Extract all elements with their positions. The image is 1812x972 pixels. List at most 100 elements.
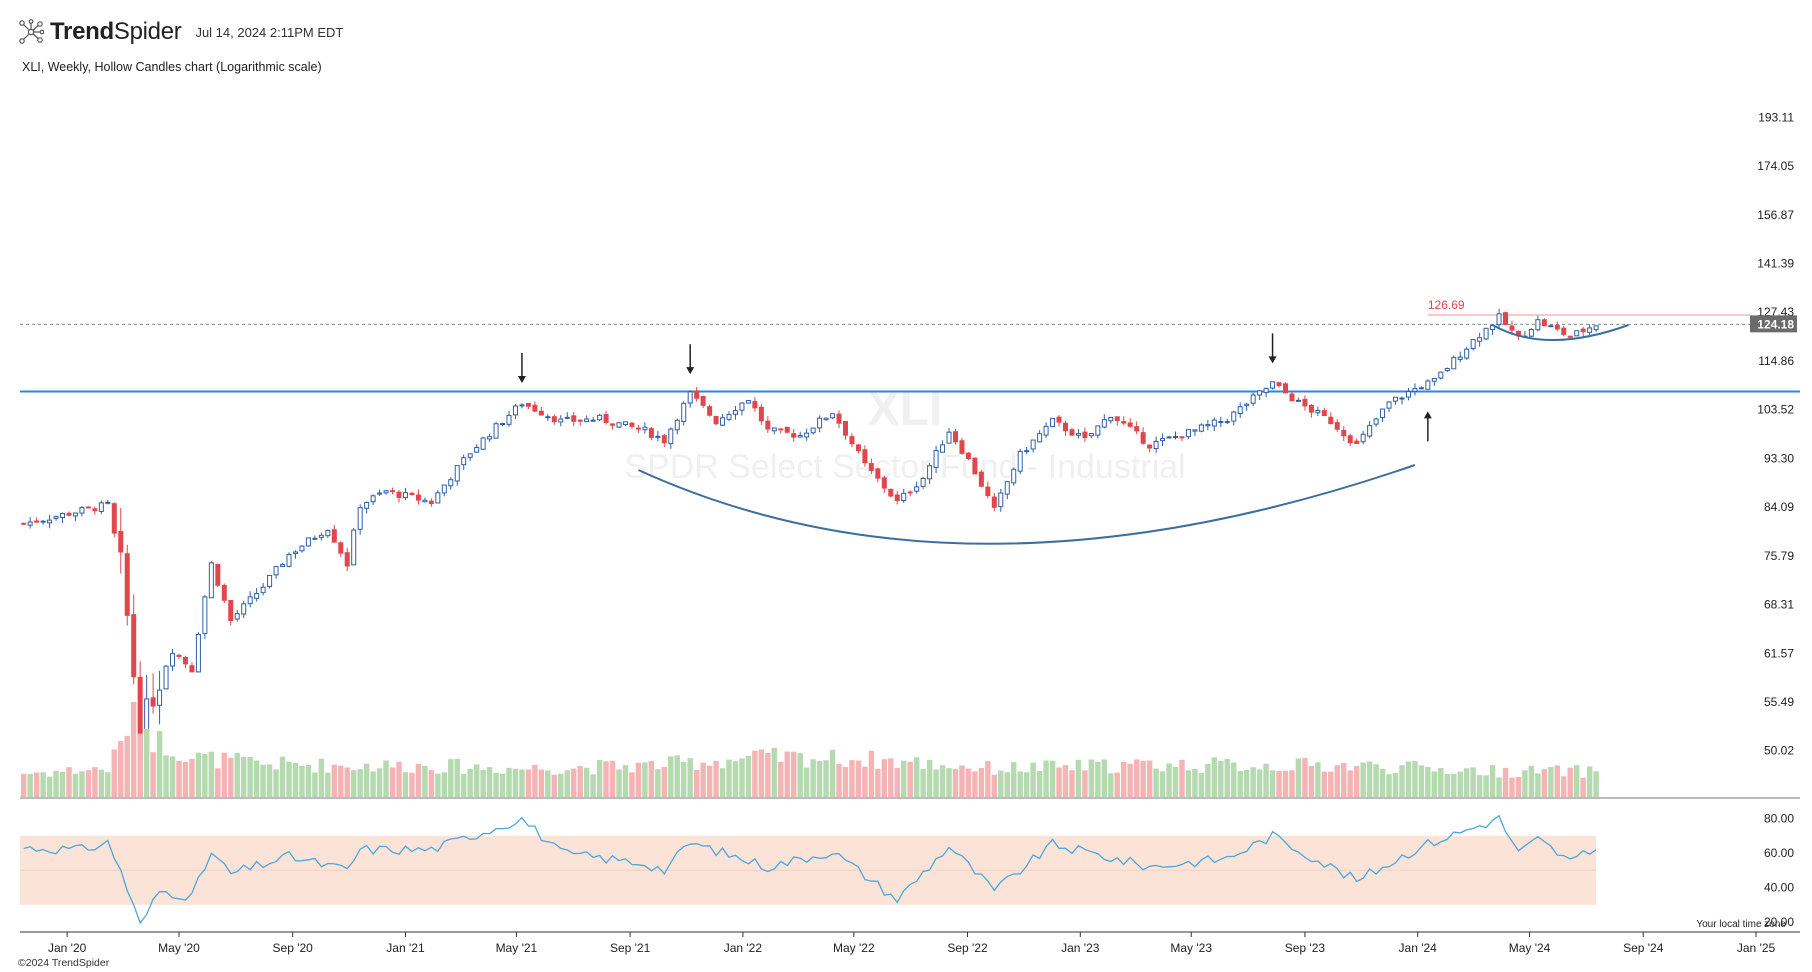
candle-body <box>791 433 797 438</box>
candle-body <box>959 440 965 454</box>
candle-body <box>202 596 208 635</box>
volume-bar <box>1218 760 1224 797</box>
volume-bars <box>20 702 1599 797</box>
volume-bar <box>1172 766 1179 797</box>
rsi-tick-label: 80.00 <box>1764 812 1794 826</box>
volume-bar <box>182 761 189 797</box>
volume-bar <box>344 767 350 797</box>
candle-body <box>34 520 40 523</box>
volume-bar <box>1554 765 1560 797</box>
volume-bar <box>72 773 79 797</box>
volume-bar <box>1011 762 1017 797</box>
volume-bar <box>202 754 208 797</box>
time-tick-label: Sep '24 <box>1623 941 1664 955</box>
volume-bar <box>706 765 713 797</box>
candle-body <box>150 697 156 707</box>
candle-body <box>428 500 434 505</box>
volume-bar <box>868 750 875 797</box>
volume-bar <box>1108 773 1114 797</box>
volume-bar <box>20 773 27 797</box>
volume-bar <box>1405 761 1412 797</box>
candle-body <box>687 391 693 404</box>
candle-body <box>118 531 124 553</box>
candle-body <box>590 419 596 422</box>
volume-bar <box>1101 759 1108 797</box>
volume-bar <box>402 772 409 797</box>
volume-bar <box>1586 766 1593 797</box>
volume-bar <box>810 759 816 797</box>
volume-bar <box>1256 769 1263 797</box>
volume-bar <box>66 767 72 797</box>
price-tick-label: 68.31 <box>1764 598 1794 612</box>
candle-body <box>254 593 260 599</box>
candle-body <box>467 453 473 458</box>
price-tick-label: 61.57 <box>1764 646 1794 660</box>
candle-body <box>454 465 460 482</box>
price-axis: 193.11174.05156.87141.39127.43114.86103.… <box>1757 110 1794 757</box>
volume-bar <box>642 762 648 797</box>
candle-body <box>558 418 564 423</box>
volume-bar <box>312 772 318 797</box>
candle-body <box>1108 417 1114 422</box>
candle-body <box>435 492 441 504</box>
volume-bar <box>1451 773 1457 797</box>
candle-body <box>1509 325 1515 331</box>
candle-body <box>1528 329 1534 337</box>
brand-logo[interactable]: TrendSpider <box>50 18 182 46</box>
volume-bar <box>648 761 655 797</box>
candle-body <box>700 395 706 406</box>
volume-bar <box>674 755 680 797</box>
candle-body <box>506 415 512 425</box>
candle-body <box>390 490 396 493</box>
volume-bar <box>506 767 512 797</box>
candle-body <box>545 416 551 419</box>
candle-body <box>784 426 790 433</box>
timestamp: Jul 14, 2024 2:11PM EDT <box>195 24 344 40</box>
volume-bar <box>111 749 118 797</box>
candle-body <box>1541 319 1547 327</box>
volume-bar <box>1069 770 1075 797</box>
network-nodes-icon <box>19 19 44 44</box>
price-tick-label: 55.49 <box>1764 695 1794 709</box>
candle-body <box>1069 429 1075 436</box>
candle-body <box>318 534 324 538</box>
candle-body <box>991 496 997 508</box>
volume-bar <box>875 768 881 797</box>
volume-bar <box>959 765 965 797</box>
price-tick-label: 193.11 <box>1758 110 1794 124</box>
watermark-name: SPDR Select Sector Fund - Industrial <box>624 448 1185 486</box>
annotations <box>517 324 1629 545</box>
candle-body <box>1548 325 1554 328</box>
candle-body <box>1160 438 1166 442</box>
volume-bar <box>325 772 331 797</box>
candle-body <box>40 520 46 523</box>
candle-body <box>642 426 648 431</box>
candle-body <box>377 492 383 495</box>
volume-bar <box>732 761 739 797</box>
candle-body <box>260 586 266 594</box>
candle-body <box>817 417 823 429</box>
rsi-panel: 80.00 60.00 40.00 20.00 <box>20 812 1794 929</box>
candle-body <box>1354 440 1360 444</box>
candle-body <box>1231 411 1237 422</box>
volume-bar <box>1431 771 1438 797</box>
volume-bar <box>195 752 202 797</box>
volume-bar <box>1425 766 1431 797</box>
volume-bar <box>1211 757 1218 797</box>
volume-bar <box>1095 761 1101 797</box>
time-tick-label: May '20 <box>158 941 200 955</box>
cup-curve-small <box>1492 324 1629 341</box>
volume-bar <box>1463 768 1470 797</box>
volume-bar <box>215 768 221 797</box>
volume-bar <box>849 760 855 797</box>
timezone-note[interactable]: Your local time zone <box>1696 919 1786 930</box>
volume-bar <box>1133 759 1140 797</box>
candle-body <box>500 423 506 426</box>
volume-bar <box>176 760 182 797</box>
chart-header: TrendSpider Jul 14, 2024 2:11PM EDT <box>18 18 343 46</box>
candle-body <box>901 492 907 502</box>
time-tick-label: Sep '21 <box>610 941 651 955</box>
volume-bar <box>965 768 972 797</box>
candle-body <box>1360 433 1366 443</box>
